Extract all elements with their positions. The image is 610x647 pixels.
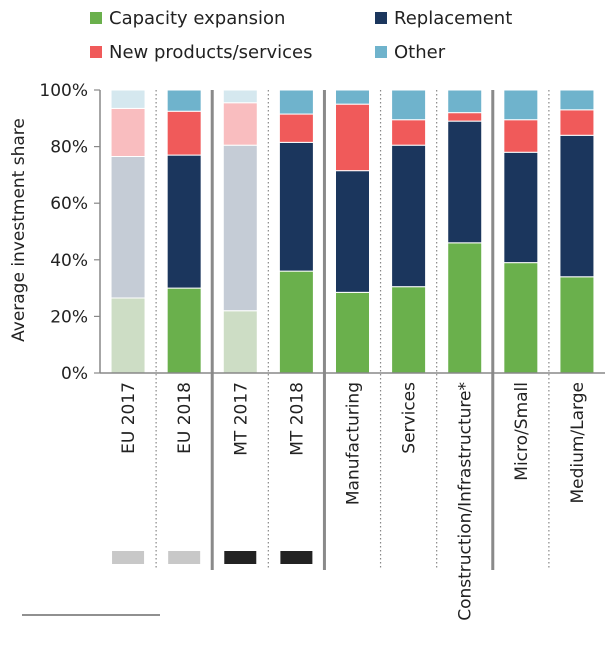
bar-other bbox=[222, 89, 258, 104]
category-marker bbox=[112, 551, 145, 564]
bar-replacement bbox=[503, 151, 539, 264]
y-tick-label: 0% bbox=[61, 364, 88, 384]
category-label: Construction/Infrastructure* bbox=[456, 382, 476, 621]
y-tick-label: 80% bbox=[50, 138, 88, 158]
bar-new-products-services bbox=[559, 109, 595, 136]
bar-new-products-services bbox=[335, 103, 370, 172]
bar-other bbox=[110, 89, 146, 109]
legend: Capacity expansion Replacement New product… bbox=[90, 8, 512, 63]
bar-replacement bbox=[222, 144, 258, 312]
bar-new-products-services bbox=[222, 102, 258, 146]
bar-other bbox=[391, 89, 427, 121]
bar-new-products-services bbox=[391, 119, 427, 146]
legend-swatch bbox=[90, 12, 102, 24]
category-label: MT 2018 bbox=[287, 382, 307, 456]
bar-replacement bbox=[391, 144, 427, 288]
legend-label: Replacement bbox=[394, 8, 512, 29]
bar-replacement bbox=[278, 141, 314, 272]
bar-capacity-expansion bbox=[110, 297, 146, 374]
category-label: Services bbox=[400, 382, 420, 454]
bar-capacity-expansion bbox=[278, 270, 314, 374]
bar-other bbox=[503, 89, 539, 121]
bar-capacity-expansion bbox=[447, 242, 483, 374]
y-tick-label: 60% bbox=[50, 194, 88, 214]
legend-swatch bbox=[375, 12, 387, 24]
category-label: Micro/Small bbox=[512, 382, 532, 481]
legend-swatch bbox=[90, 46, 102, 58]
y-axis-ticks: 0% 20% 40% 60% 80% 100% bbox=[39, 81, 100, 384]
y-tick-label: 100% bbox=[39, 81, 88, 101]
bar-replacement bbox=[447, 120, 483, 244]
bar-other bbox=[278, 89, 314, 115]
bars bbox=[110, 89, 595, 374]
legend-label: Other bbox=[394, 42, 446, 63]
bar-new-products-services bbox=[110, 107, 146, 158]
category-labels: EU 2017 EU 2018 MT 2017 MT 2018 Manufacturin… bbox=[119, 382, 588, 621]
category-label: EU 2017 bbox=[119, 382, 139, 454]
category-markers bbox=[112, 551, 313, 564]
bar-replacement bbox=[166, 154, 202, 289]
bar-other bbox=[447, 89, 483, 114]
bar-replacement bbox=[335, 170, 370, 293]
bar-capacity-expansion bbox=[166, 287, 202, 374]
bar-other bbox=[335, 89, 370, 105]
bar-other bbox=[559, 89, 595, 111]
bar-capacity-expansion bbox=[503, 262, 539, 374]
category-label: Medium/Large bbox=[568, 382, 588, 504]
legend-swatch bbox=[375, 46, 387, 58]
y-axis-label: Average investment share bbox=[9, 118, 29, 342]
bar-capacity-expansion bbox=[222, 310, 258, 374]
category-label: Manufacturing bbox=[344, 382, 364, 505]
category-label: EU 2018 bbox=[175, 382, 195, 454]
category-label: MT 2017 bbox=[231, 382, 251, 456]
bar-new-products-services bbox=[503, 119, 539, 153]
bar-replacement bbox=[559, 134, 595, 278]
y-tick-label: 20% bbox=[50, 307, 88, 327]
legend-label: New products/services bbox=[109, 42, 313, 63]
bar-capacity-expansion bbox=[391, 286, 427, 374]
bar-replacement bbox=[110, 156, 146, 299]
bar-new-products-services bbox=[166, 110, 202, 156]
bar-capacity-expansion bbox=[559, 276, 595, 374]
category-marker bbox=[224, 551, 257, 564]
bar-new-products-services bbox=[278, 113, 314, 143]
category-marker bbox=[168, 551, 201, 564]
category-marker bbox=[280, 551, 313, 564]
bar-other bbox=[166, 89, 202, 112]
legend-label: Capacity expansion bbox=[109, 8, 285, 29]
bar-new-products-services bbox=[447, 112, 483, 122]
bar-capacity-expansion bbox=[335, 291, 370, 374]
y-tick-label: 40% bbox=[50, 251, 88, 271]
group-separators bbox=[155, 90, 550, 570]
